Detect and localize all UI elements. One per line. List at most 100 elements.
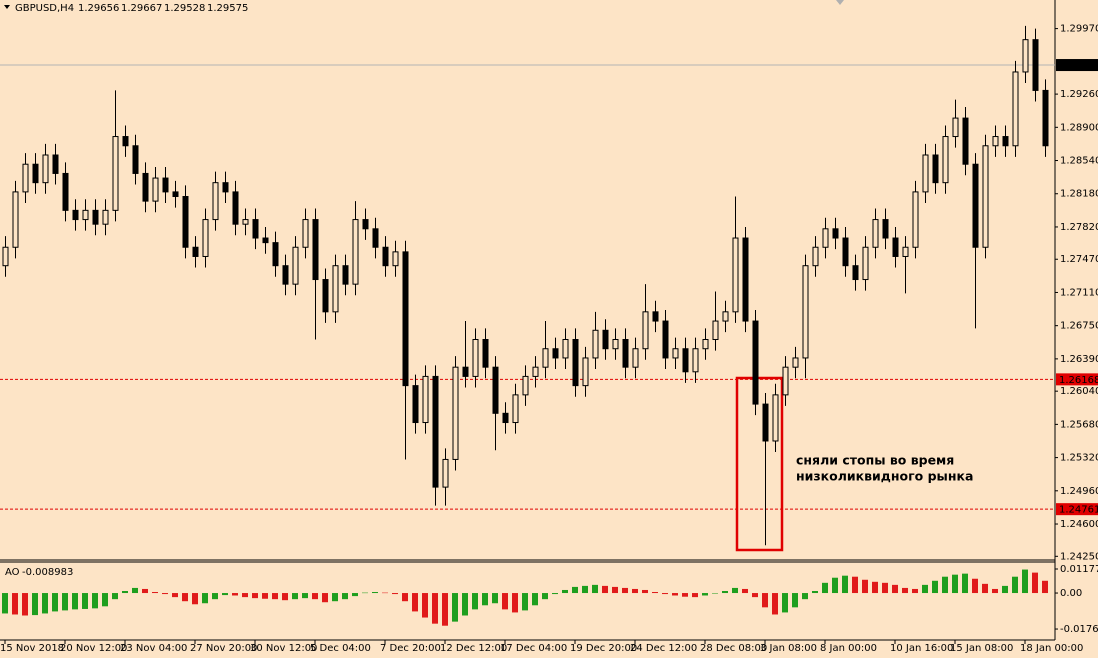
candle-body xyxy=(522,375,529,396)
ao-bar xyxy=(962,573,968,594)
ao-bar xyxy=(982,583,988,594)
candle-body xyxy=(302,219,309,248)
candle-body xyxy=(182,196,189,248)
ao-bar xyxy=(442,593,448,626)
ao-bar xyxy=(1042,580,1048,594)
candle-body xyxy=(882,219,889,239)
highlight-box xyxy=(735,376,784,552)
ao-bar xyxy=(112,593,118,600)
candle-body xyxy=(192,246,199,257)
candle-body xyxy=(232,191,239,225)
x-tick-label: 28 Dec 08:00 xyxy=(700,643,767,654)
ao-bar xyxy=(742,588,748,594)
candle-body xyxy=(622,339,629,368)
ao-bar xyxy=(342,593,348,600)
candle-body xyxy=(512,394,519,424)
ao-bar xyxy=(762,593,768,608)
candle-body xyxy=(932,154,939,184)
y-tick-label: 1.27110 xyxy=(1060,287,1098,298)
ao-bar xyxy=(202,593,208,604)
ao-bar xyxy=(132,587,138,594)
candle-body xyxy=(632,348,639,368)
ao-bar xyxy=(312,593,318,600)
candle-body xyxy=(142,172,149,202)
candle-body xyxy=(282,265,289,285)
candle-body xyxy=(122,136,129,147)
ao-bar xyxy=(402,593,408,602)
candle-body xyxy=(442,458,449,488)
candle-body xyxy=(252,219,259,239)
ao-bar xyxy=(1002,585,1008,594)
candle-body xyxy=(462,366,469,377)
candle-body xyxy=(662,320,669,359)
ao-bar xyxy=(22,593,28,616)
ao-bar xyxy=(392,593,398,595)
ao-bar xyxy=(922,584,928,594)
quote-value: 1.29528 xyxy=(164,3,205,14)
candle-body xyxy=(52,154,59,174)
candle-body xyxy=(562,339,569,359)
candle-body xyxy=(572,339,579,387)
ao-bar xyxy=(452,593,458,622)
ao-bar xyxy=(242,593,248,598)
candle-body xyxy=(1002,136,1009,147)
scroll-marker xyxy=(836,0,844,5)
y-tick-label: 1.28180 xyxy=(1060,189,1098,200)
candle-body xyxy=(692,348,699,373)
ao-bar xyxy=(462,593,468,616)
x-tick-label: 20 Nov 12:00 xyxy=(60,643,127,654)
ao-bar xyxy=(122,590,128,594)
candle-body xyxy=(222,182,229,193)
y-tick-label: 1.28540 xyxy=(1060,156,1098,167)
ao-bar xyxy=(232,593,238,596)
ao-bar xyxy=(852,576,858,594)
candle-body xyxy=(762,403,769,442)
ao-bar xyxy=(992,588,998,594)
level-label: 1.26168 xyxy=(1059,375,1098,386)
candle-body xyxy=(412,385,419,424)
candle-body xyxy=(532,366,539,377)
ao-bar xyxy=(872,581,878,594)
candle-body xyxy=(72,209,79,221)
ao-bar xyxy=(82,593,88,609)
y-tick-label: 1.26750 xyxy=(1060,321,1098,332)
ao-bar xyxy=(692,593,698,598)
ao-bar xyxy=(352,593,358,597)
ao-y-tick-label: 0.00 xyxy=(1060,588,1082,599)
candle-body xyxy=(382,246,389,267)
candle-body xyxy=(672,348,679,359)
quote-value: 1.29575 xyxy=(207,3,248,14)
x-tick-label: 18 Jan 00:00 xyxy=(1020,643,1083,654)
ao-bar xyxy=(152,592,158,594)
candle-body xyxy=(502,412,509,424)
level-label-box xyxy=(1056,373,1098,386)
level-label-box xyxy=(1056,503,1098,516)
candle-body xyxy=(742,237,749,322)
ao-bar xyxy=(382,592,388,594)
candle-body xyxy=(362,219,369,230)
ao-bar xyxy=(512,593,518,613)
ao-bar xyxy=(1012,576,1018,594)
candle-body xyxy=(132,145,139,174)
candle-body xyxy=(722,311,729,322)
ao-bar xyxy=(802,593,808,600)
ao-bar xyxy=(332,593,338,602)
y-tick-label: 1.25680 xyxy=(1060,419,1098,430)
ao-bar xyxy=(502,593,508,610)
candle-body xyxy=(102,209,109,225)
menu-arrow[interactable] xyxy=(4,5,10,9)
candle-body xyxy=(272,242,279,267)
ao-bar xyxy=(832,577,838,594)
ao-bar xyxy=(842,575,848,594)
ao-bar xyxy=(432,593,438,624)
ao-y-tick-label: -0.01763 xyxy=(1060,624,1098,635)
candle-body xyxy=(92,209,99,225)
candle-body xyxy=(642,311,649,350)
ao-bar xyxy=(672,593,678,596)
ao-bar xyxy=(72,593,78,610)
ao-bar xyxy=(62,593,68,611)
candle-body xyxy=(62,172,69,211)
ao-bar xyxy=(52,593,58,612)
x-tick-label: 15 Nov 2018 xyxy=(0,643,64,654)
x-tick-label: 7 Dec 20:00 xyxy=(380,643,441,654)
